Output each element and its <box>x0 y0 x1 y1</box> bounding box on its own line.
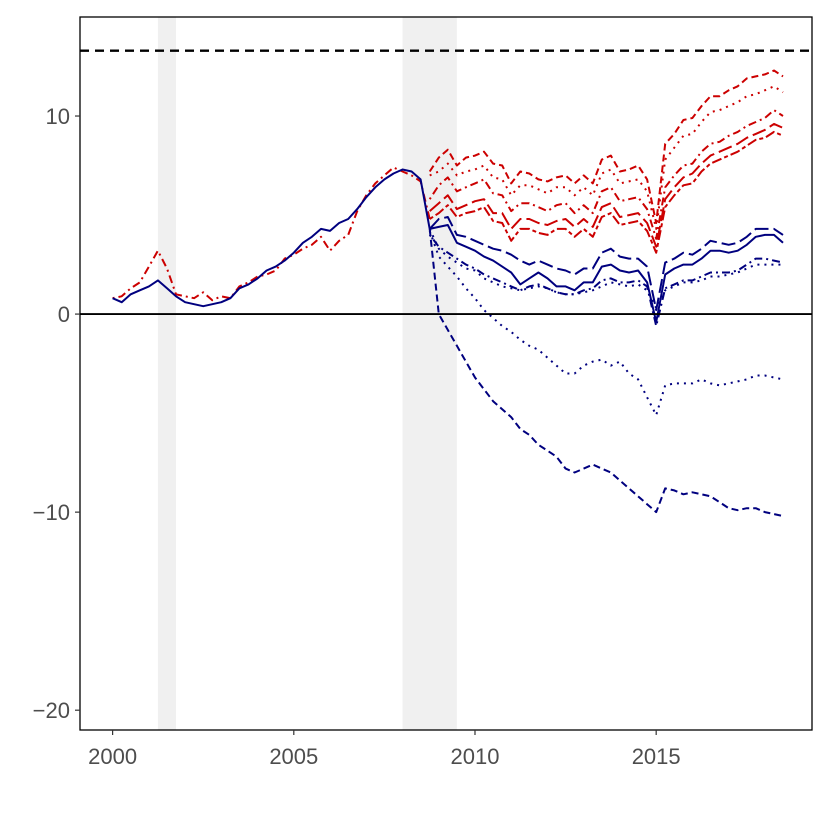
series-line-navy-8 <box>428 234 784 327</box>
series-line-red-4 <box>429 122 784 248</box>
shaded-period-2 <box>402 17 457 730</box>
x-tick-label: 2005 <box>269 744 318 769</box>
series-lines <box>112 69 784 518</box>
series-line-common-red <box>112 166 431 302</box>
series-line-navy-6 <box>428 216 784 312</box>
series-line-navy-9 <box>428 230 784 417</box>
series-line-navy-11 <box>428 228 783 310</box>
y-tick-label: 10 <box>46 104 70 129</box>
axes: −20 −10 0 10 2000 2005 2010 2015 <box>33 104 681 769</box>
y-tick-label: −10 <box>33 500 70 525</box>
x-tick-label: 2015 <box>632 744 681 769</box>
series-line-red-3 <box>428 109 784 240</box>
plot-panel-border <box>79 16 813 731</box>
shaded-period-1 <box>157 17 177 730</box>
series-line-red-5 <box>429 130 784 254</box>
y-tick-label: 0 <box>58 302 70 327</box>
shaded-periods <box>157 17 457 730</box>
series-line-common-navy <box>112 168 431 308</box>
x-tick-label: 2000 <box>88 744 137 769</box>
series-line-red-1 <box>428 69 784 224</box>
series-line-red-2 <box>429 85 784 230</box>
x-tick-label: 2010 <box>451 744 500 769</box>
series-line-navy-10 <box>428 228 784 518</box>
y-tick-label: −20 <box>33 698 70 723</box>
series-line-navy-7 <box>429 224 784 323</box>
reference-lines <box>80 49 812 315</box>
